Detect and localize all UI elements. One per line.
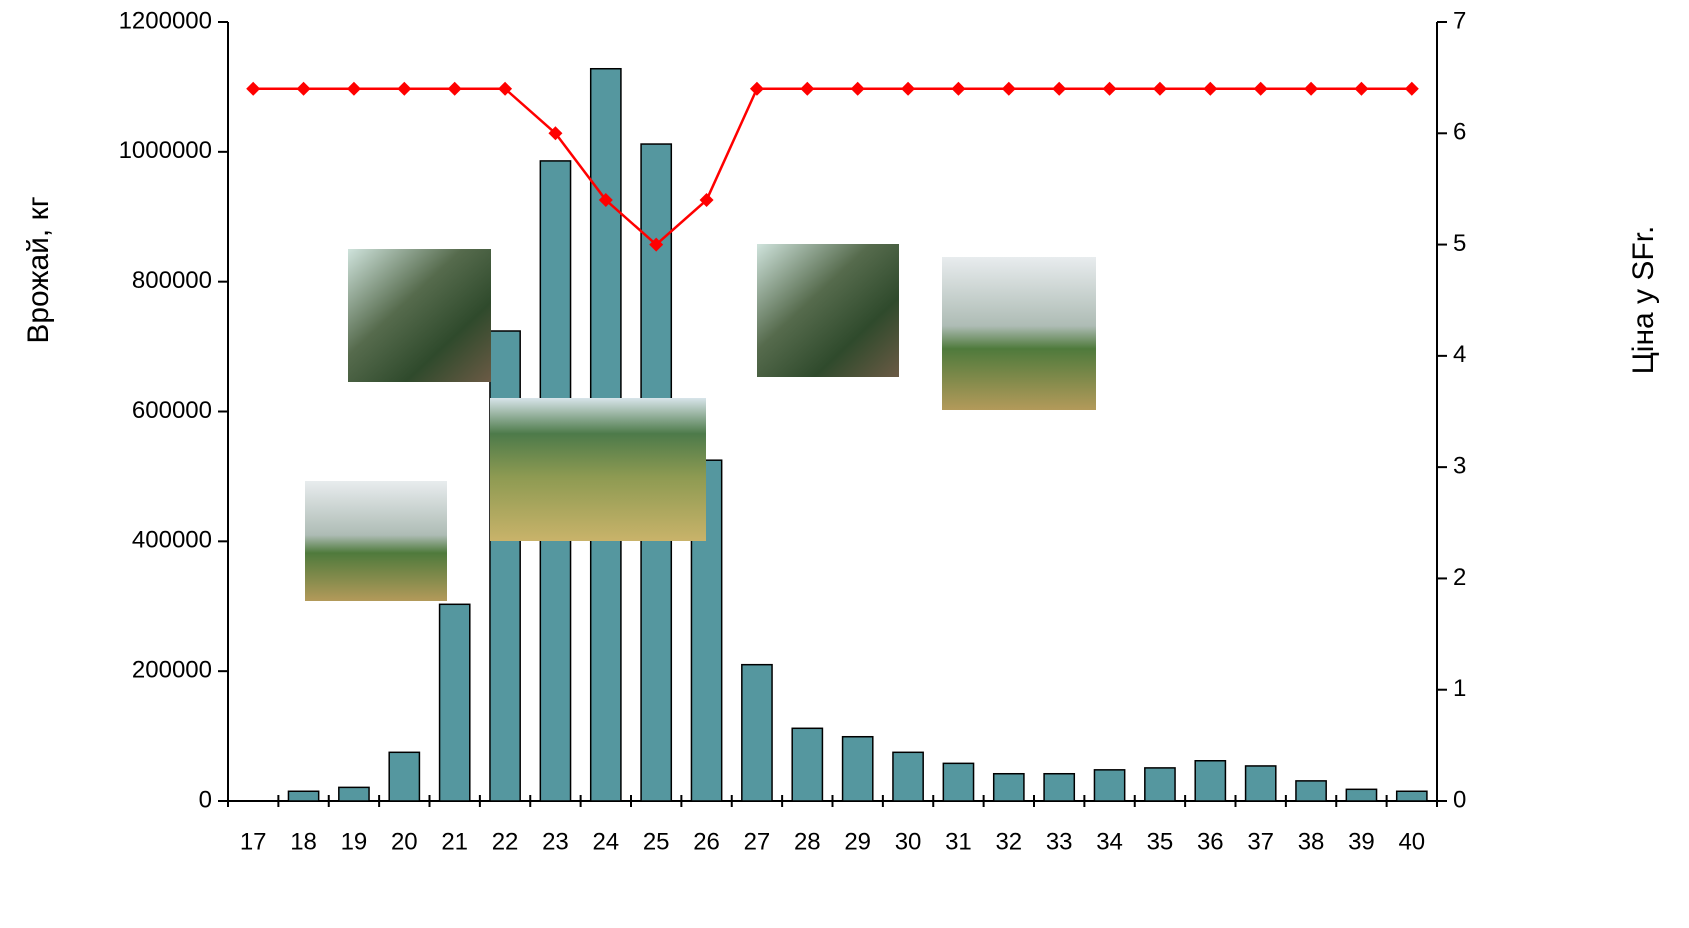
line-marker (1304, 81, 1319, 96)
bar (741, 663, 773, 802)
x-tick-label: 22 (492, 828, 519, 855)
bar (1295, 780, 1327, 802)
x-tick-label: 28 (794, 828, 821, 855)
bar (841, 735, 874, 802)
line-marker (699, 193, 714, 208)
line-marker (296, 81, 311, 96)
line-marker (1001, 81, 1016, 96)
y-tick-label: 400000 (132, 527, 212, 554)
line-marker (1203, 81, 1218, 96)
bar (1194, 760, 1227, 802)
y-tick-label: 1000000 (119, 137, 212, 164)
line-layer (246, 81, 1419, 252)
line-marker (1354, 81, 1369, 96)
photo (490, 398, 706, 541)
x-tick-label: 36 (1197, 828, 1224, 855)
bar (1345, 788, 1378, 802)
bar (1395, 790, 1428, 802)
y2-tick-label: 6 (1453, 119, 1466, 146)
y-tick-label: 200000 (132, 657, 212, 684)
plot-area: 0 200000 400000 600000 800000 1000000 1200000 0… (119, 7, 1467, 855)
line-marker (447, 81, 462, 96)
line-marker (1253, 81, 1268, 96)
bar (338, 786, 370, 802)
y2-tick-label: 3 (1453, 452, 1466, 479)
x-tick-label: 18 (290, 828, 317, 855)
x-tick-label: 20 (391, 828, 418, 855)
x-tick-label: 38 (1298, 828, 1325, 855)
line-marker (346, 81, 361, 96)
x-tick-label: 21 (441, 828, 468, 855)
y-tick-label: 1200000 (119, 7, 212, 34)
photo (757, 244, 899, 377)
y-tick-label: 0 (199, 786, 212, 813)
x-tick-label: 17 (240, 828, 267, 855)
line-marker (901, 81, 916, 96)
y2-tick-label: 4 (1453, 341, 1466, 368)
photo (942, 257, 1096, 410)
x-tick-label: 27 (744, 828, 771, 855)
x-tick-label: 26 (693, 828, 720, 855)
y2-axis-title: Ціна у SFr. (1627, 226, 1660, 375)
photos (305, 244, 1096, 601)
x-tick-label: 30 (895, 828, 922, 855)
bar (1244, 765, 1277, 802)
line-marker (1102, 81, 1117, 96)
bar (1043, 772, 1076, 802)
x-tick-label: 23 (542, 828, 569, 855)
x-tick-label: 34 (1096, 828, 1123, 855)
x-tick-label: 37 (1247, 828, 1274, 855)
x-tick-label: 19 (341, 828, 368, 855)
x-tick-label: 31 (945, 828, 972, 855)
line-marker (498, 81, 513, 96)
bar (942, 762, 975, 802)
y2-tick-label: 7 (1453, 7, 1466, 34)
bar (287, 790, 320, 802)
line-marker (649, 237, 664, 252)
bar (992, 772, 1025, 802)
x-tick-label: 35 (1147, 828, 1174, 855)
line-marker (850, 81, 865, 96)
x-tick-label: 32 (995, 828, 1022, 855)
line-marker (1404, 81, 1419, 96)
bar (892, 751, 924, 802)
line-marker (951, 81, 966, 96)
line (253, 87, 1412, 247)
line-marker (548, 126, 563, 141)
x-tick-label: 25 (643, 828, 670, 855)
line-marker (397, 81, 412, 96)
bar (1144, 767, 1176, 802)
line-marker (598, 193, 613, 208)
y2-tick-label: 0 (1453, 786, 1466, 813)
y-tick-label: 600000 (132, 397, 212, 424)
x-tick-label: 40 (1398, 828, 1425, 855)
y2-tick-label: 1 (1453, 675, 1466, 702)
bar (438, 603, 471, 802)
photo (305, 481, 447, 601)
photo (348, 249, 491, 382)
x-tick-label: 39 (1348, 828, 1375, 855)
x-tick-label: 24 (592, 828, 619, 855)
line-marker (749, 81, 764, 96)
bar (1093, 769, 1126, 802)
y2-tick-label: 5 (1453, 230, 1466, 257)
line-marker (1052, 81, 1067, 96)
bar (388, 751, 421, 802)
x-tick-label: 33 (1046, 828, 1073, 855)
y2-tick-label: 2 (1453, 564, 1466, 591)
x-tick-label: 29 (844, 828, 871, 855)
line-marker (246, 81, 261, 96)
y-tick-label: 800000 (132, 267, 212, 294)
y-axis-title: Врожай, кг (22, 196, 55, 343)
bar (791, 727, 824, 802)
line-marker (1152, 81, 1167, 96)
line-marker (800, 81, 815, 96)
